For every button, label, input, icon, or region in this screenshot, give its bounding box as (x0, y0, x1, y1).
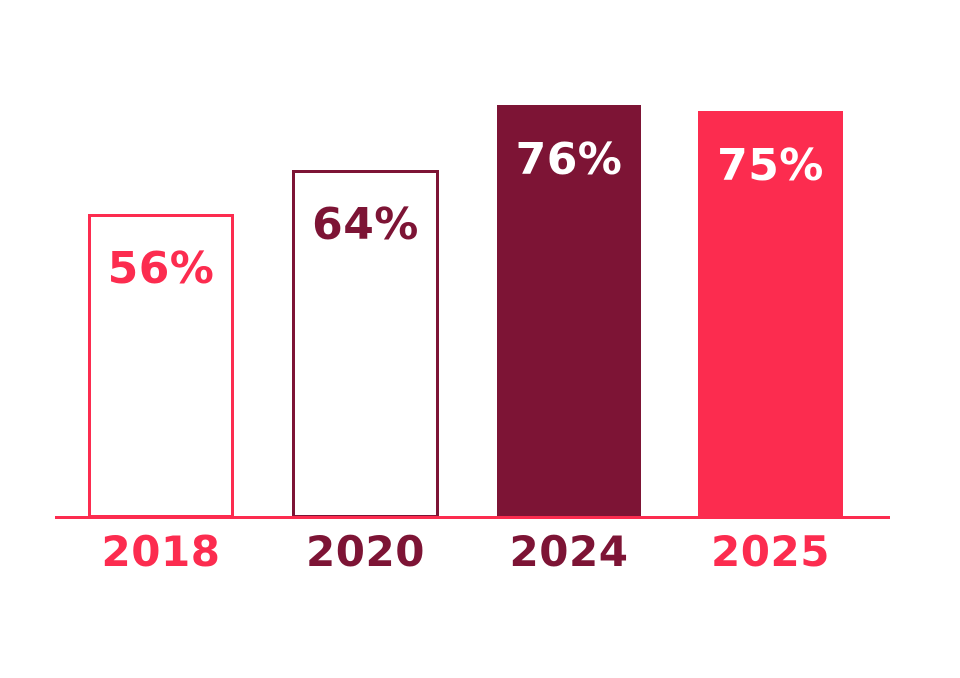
x-tick-label-2025: 2025 (711, 527, 830, 576)
bar-2025: 75% (698, 111, 843, 518)
bar-value-label-2024: 76% (515, 134, 623, 185)
bar-value-label-2020: 64% (312, 199, 419, 250)
x-tick-label-2024: 2024 (509, 527, 629, 576)
bar-2020: 64% (292, 170, 439, 518)
x-tick-label-2020: 2020 (306, 527, 425, 576)
bar-2024: 76% (497, 105, 641, 518)
bar-value-label-2025: 75% (717, 140, 824, 191)
x-tick-label-2018: 2018 (101, 527, 221, 576)
x-axis-line (55, 516, 890, 519)
bar-value-label-2018: 56% (107, 243, 215, 294)
bar-2018: 56% (88, 214, 234, 518)
